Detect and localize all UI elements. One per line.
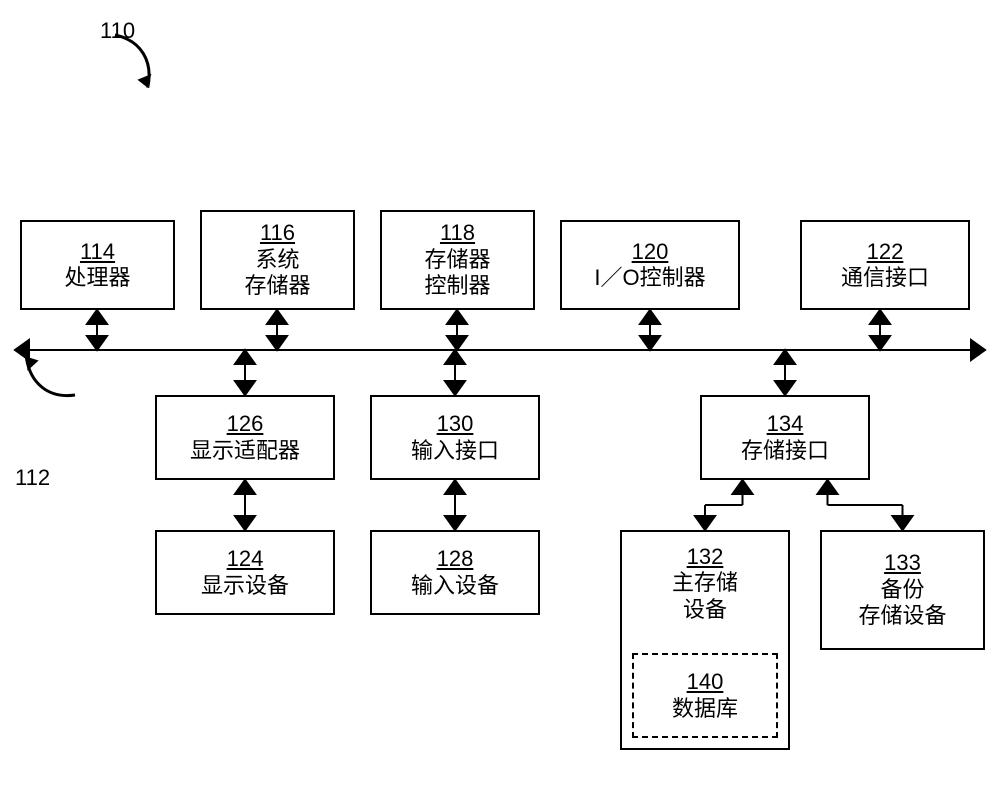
block-number: 116 [260,220,295,246]
block-b128: 128输入设备 [370,530,540,615]
diagram-canvas: 110 112 114处理器116系统存储器118存储器控制器120I／O控制器… [0,0,1000,805]
block-b133: 133备份存储设备 [820,530,985,650]
block-label: 通信接口 [841,265,929,291]
block-b126: 126显示适配器 [155,395,335,480]
block-label: 处理器 [64,265,130,291]
block-label: I／O控制器 [594,265,705,291]
block-label: 输入设备 [411,573,499,599]
block-label: 显示设备 [201,573,289,599]
block-label: 系统 [255,247,299,273]
block-label: 设备 [683,597,727,623]
block-label: 存储器 [244,273,310,299]
block-number: 130 [437,411,474,437]
block-b118: 118存储器控制器 [380,210,535,310]
block-label: 输入接口 [411,438,499,464]
block-label: 显示适配器 [190,438,300,464]
block-label: 数据库 [672,696,738,722]
block-number: 126 [227,411,264,437]
block-number: 118 [440,220,475,246]
block-label: 存储器 [424,247,490,273]
bus-ref-label: 112 [15,465,50,491]
block-label: 主存储 [672,570,738,596]
block-label: 存储设备 [858,603,946,629]
block-b116: 116系统存储器 [200,210,355,310]
block-b124: 124显示设备 [155,530,335,615]
block-b120: 120I／O控制器 [560,220,740,310]
figure-ref-label: 110 [100,18,135,44]
block-number: 120 [632,239,669,265]
block-number: 128 [437,546,474,572]
block-number: 114 [80,239,115,265]
block-label: 控制器 [424,273,490,299]
block-label: 备份 [880,577,924,603]
block-number: 122 [867,239,904,265]
block-number: 133 [884,550,921,576]
block-number: 132 [687,544,724,570]
block-b122: 122通信接口 [800,220,970,310]
block-number: 134 [767,411,804,437]
inner-dashed-database: 140数据库 [632,653,778,738]
pointer-arrow-1 [18,353,77,407]
block-number: 140 [687,669,724,695]
block-b114: 114处理器 [20,220,175,310]
block-b130: 130输入接口 [370,395,540,480]
block-b134: 134存储接口 [700,395,870,480]
block-number: 124 [227,546,264,572]
block-label: 存储接口 [741,438,829,464]
